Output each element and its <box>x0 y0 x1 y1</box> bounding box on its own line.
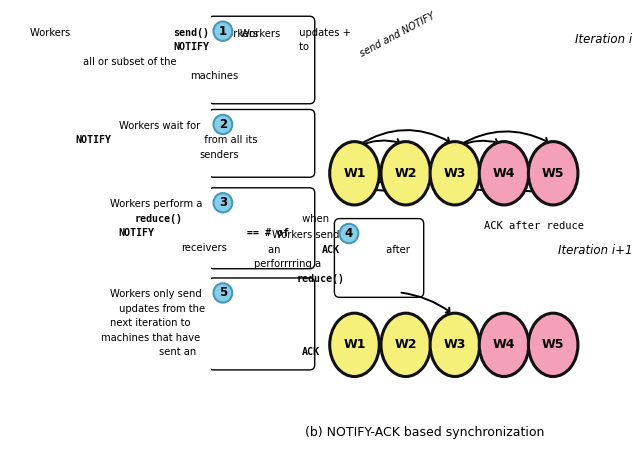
Text: to: to <box>296 42 309 52</box>
Ellipse shape <box>381 142 431 205</box>
Text: reduce(): reduce() <box>135 214 183 224</box>
Ellipse shape <box>529 313 578 376</box>
Text: 5: 5 <box>219 286 227 300</box>
Text: send and NOTIFY: send and NOTIFY <box>358 11 436 59</box>
Text: all or subset of the: all or subset of the <box>83 57 177 67</box>
Text: 3: 3 <box>219 196 227 209</box>
Text: W3: W3 <box>444 167 466 180</box>
FancyBboxPatch shape <box>209 109 315 177</box>
Text: Workers send: Workers send <box>272 230 339 240</box>
Ellipse shape <box>479 142 529 205</box>
Circle shape <box>214 193 232 212</box>
Ellipse shape <box>479 313 529 376</box>
Text: an: an <box>268 245 284 255</box>
Text: perforrrring a: perforrrring a <box>254 259 321 269</box>
Text: ACK: ACK <box>302 347 320 357</box>
Text: 1: 1 <box>219 25 227 38</box>
Text: reduce(): reduce() <box>297 274 345 284</box>
Text: senders: senders <box>199 150 239 160</box>
Text: from all its: from all its <box>198 135 258 145</box>
Text: machines that have: machines that have <box>101 333 200 343</box>
Text: 2: 2 <box>219 118 227 131</box>
Text: sent an: sent an <box>159 347 200 357</box>
Text: W3: W3 <box>444 338 466 351</box>
Text: W5: W5 <box>542 338 564 351</box>
Text: Workers: Workers <box>240 30 284 39</box>
Ellipse shape <box>529 142 578 205</box>
Text: W4: W4 <box>493 167 515 180</box>
Text: receivers: receivers <box>181 243 227 253</box>
FancyBboxPatch shape <box>334 218 424 297</box>
Text: W2: W2 <box>394 167 417 180</box>
Text: == # of: == # of <box>241 228 289 238</box>
Text: Workers: Workers <box>31 28 74 38</box>
FancyBboxPatch shape <box>209 16 315 104</box>
Ellipse shape <box>330 142 380 205</box>
Ellipse shape <box>430 313 479 376</box>
FancyBboxPatch shape <box>209 188 315 269</box>
Text: 4: 4 <box>345 227 353 240</box>
Ellipse shape <box>430 142 479 205</box>
Text: NOTIFY: NOTIFY <box>75 135 111 145</box>
Circle shape <box>214 283 232 303</box>
Text: Workers wait for: Workers wait for <box>119 121 200 131</box>
Text: when: when <box>299 214 329 224</box>
Text: after: after <box>383 245 410 255</box>
Text: Workers perform a: Workers perform a <box>110 199 202 209</box>
Text: machines: machines <box>190 71 239 81</box>
Text: ACK: ACK <box>321 245 339 255</box>
Text: W2: W2 <box>394 338 417 351</box>
Text: NOTIFY: NOTIFY <box>118 228 154 238</box>
Text: next iteration to: next iteration to <box>110 318 190 328</box>
Text: Iteration i: Iteration i <box>575 33 632 45</box>
Text: ACK after reduce: ACK after reduce <box>484 221 584 231</box>
Text: W4: W4 <box>493 338 515 351</box>
Text: updates +: updates + <box>296 28 355 38</box>
Text: W1: W1 <box>343 338 365 351</box>
Ellipse shape <box>381 313 431 376</box>
Text: W5: W5 <box>542 167 564 180</box>
Circle shape <box>340 224 358 243</box>
Text: (b) NOTIFY-ACK based synchronization: (b) NOTIFY-ACK based synchronization <box>305 426 545 439</box>
Text: Workers: Workers <box>218 30 262 39</box>
Text: NOTIFY: NOTIFY <box>173 42 209 52</box>
Text: send(): send() <box>173 28 209 38</box>
Text: updates from the: updates from the <box>119 304 205 314</box>
Text: Workers only send: Workers only send <box>110 289 202 299</box>
Ellipse shape <box>330 313 380 376</box>
Circle shape <box>214 21 232 41</box>
Text: Iteration i+1: Iteration i+1 <box>557 244 632 257</box>
Circle shape <box>214 115 232 134</box>
Text: W1: W1 <box>343 167 365 180</box>
FancyBboxPatch shape <box>209 278 315 370</box>
